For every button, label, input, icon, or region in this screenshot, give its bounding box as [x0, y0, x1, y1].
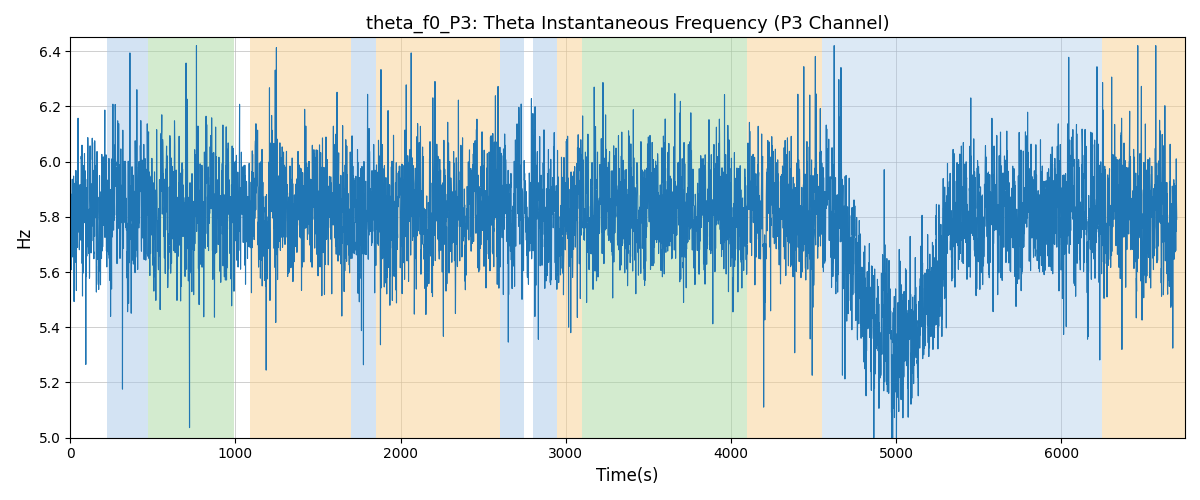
Bar: [148, 38, 234, 438]
Bar: [533, 38, 558, 438]
Bar: [1103, 38, 1186, 438]
Bar: [582, 38, 748, 438]
Bar: [352, 38, 376, 438]
Bar: [251, 38, 352, 438]
Title: theta_f0_P3: Theta Instantaneous Frequency (P3 Channel): theta_f0_P3: Theta Instantaneous Frequen…: [366, 15, 889, 34]
Bar: [499, 38, 524, 438]
Bar: [376, 38, 499, 438]
Bar: [107, 38, 148, 438]
Bar: [748, 38, 822, 438]
X-axis label: Time(s): Time(s): [596, 467, 659, 485]
Y-axis label: Hz: Hz: [16, 227, 34, 248]
Bar: [558, 38, 582, 438]
Bar: [822, 38, 1103, 438]
